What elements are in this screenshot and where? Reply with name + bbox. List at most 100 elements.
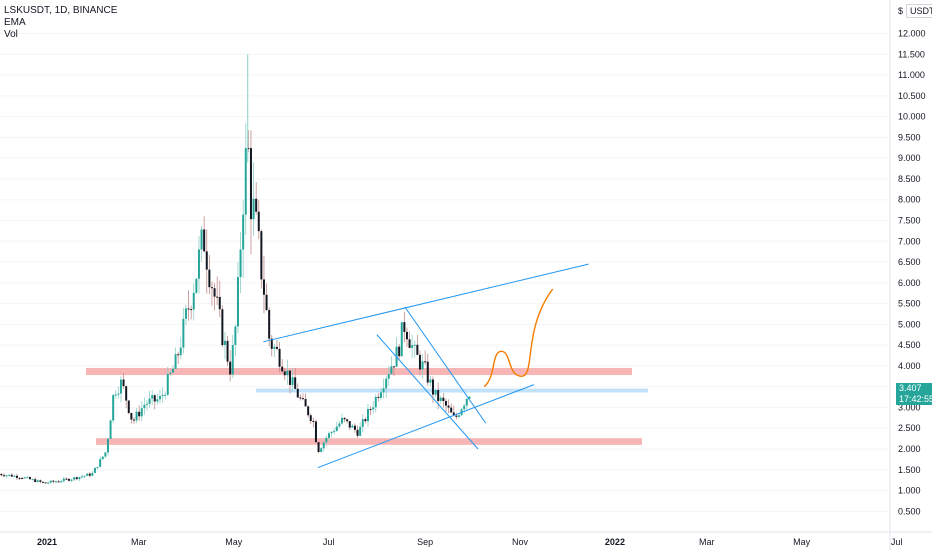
candle <box>143 397 146 415</box>
candle <box>117 386 120 399</box>
symbol-title[interactable]: LSKUSDT, 1D, BINANCE <box>4 5 118 16</box>
candle-body <box>431 379 434 395</box>
candle-body <box>36 480 39 483</box>
candle-body <box>416 344 419 355</box>
y-tick-label: 5.000 <box>898 319 921 329</box>
candle-body <box>429 379 432 383</box>
candle-body <box>18 477 21 479</box>
candle <box>190 305 193 320</box>
candle <box>91 470 94 477</box>
candle <box>62 476 65 483</box>
candle <box>114 390 117 399</box>
candle <box>333 427 336 435</box>
candle <box>216 276 219 306</box>
chart-legend: LSKUSDT, 1D, BINANCE EMA Vol <box>4 5 117 41</box>
candle-body <box>455 415 458 417</box>
candle <box>10 473 13 477</box>
candle-body <box>223 340 226 346</box>
candle <box>148 390 151 409</box>
candle-body <box>80 476 83 478</box>
candle-body <box>262 279 265 295</box>
candle-body <box>67 478 70 481</box>
candle-body <box>23 477 26 479</box>
candle-body <box>294 377 297 389</box>
candle-body <box>398 346 401 357</box>
candle <box>119 376 122 403</box>
candle <box>418 350 421 376</box>
candle-body <box>101 456 104 460</box>
candle <box>96 466 99 470</box>
projection-curve <box>483 288 554 388</box>
candle <box>23 476 26 479</box>
candle <box>39 479 42 484</box>
candle-body <box>34 479 37 483</box>
candle-body <box>437 389 440 401</box>
candle <box>26 476 29 479</box>
y-tick-label: 5.500 <box>898 299 921 309</box>
candle <box>379 387 382 401</box>
candle <box>0 472 3 477</box>
candle <box>145 399 148 411</box>
candle-body <box>127 400 130 413</box>
candle-body <box>244 147 247 215</box>
candle-body <box>457 415 460 417</box>
candle <box>158 389 161 404</box>
candle-body <box>99 459 102 467</box>
candle-body <box>130 412 133 420</box>
candle-body <box>330 432 333 434</box>
candle <box>340 413 343 425</box>
candle-body <box>392 366 395 368</box>
candle <box>278 342 281 373</box>
support-resistance-zones <box>86 367 648 445</box>
candle <box>156 393 159 405</box>
candle-body <box>366 409 369 422</box>
candle <box>99 456 102 468</box>
candle <box>34 477 37 483</box>
candle <box>434 389 437 398</box>
candle <box>177 351 180 365</box>
candle <box>244 123 247 235</box>
candle <box>283 367 286 381</box>
candle-body <box>135 411 138 421</box>
price-scale-lock-icon[interactable]: $ <box>898 6 904 16</box>
candle <box>411 334 414 358</box>
candle <box>353 423 356 433</box>
candle-body <box>31 479 34 481</box>
candle <box>255 182 258 215</box>
candle-body <box>0 473 3 476</box>
candle-body <box>400 322 403 357</box>
candle <box>439 395 442 404</box>
candle <box>382 378 385 399</box>
candle-body <box>255 198 258 212</box>
currency-selector[interactable]: USDT <box>906 4 932 18</box>
candle-body <box>177 354 180 356</box>
trendline <box>263 263 589 343</box>
candle-body <box>52 480 55 482</box>
candle <box>112 394 115 424</box>
candle <box>291 368 294 393</box>
candle-body <box>301 398 304 400</box>
indicator-vol[interactable]: Vol <box>4 29 18 40</box>
indicator-ema[interactable]: EMA <box>4 17 26 28</box>
candle <box>286 359 289 385</box>
candle-body <box>205 251 208 270</box>
candle <box>387 365 390 386</box>
candle-body <box>312 420 315 422</box>
x-tick-label: Nov <box>512 537 529 547</box>
candle <box>351 423 354 428</box>
time-axis[interactable]: 2021 Mar May Jul Sep Nov 2022 Mar May Jul <box>0 531 932 547</box>
candle <box>203 216 206 253</box>
candle-body <box>288 370 291 385</box>
candle <box>444 398 447 412</box>
candle-body <box>442 397 445 401</box>
candle <box>242 199 245 278</box>
x-tick-label: 2022 <box>605 537 625 547</box>
price-axis[interactable]: 12.000 11.500 11.000 10.500 10.000 9.500 9.000… <box>889 0 926 550</box>
candle <box>5 474 8 478</box>
candle <box>166 367 169 397</box>
y-tick-label: 2.500 <box>898 423 921 433</box>
candle-body <box>317 442 320 452</box>
candle-body <box>106 438 109 453</box>
y-tick-label: 11.500 <box>898 49 925 59</box>
